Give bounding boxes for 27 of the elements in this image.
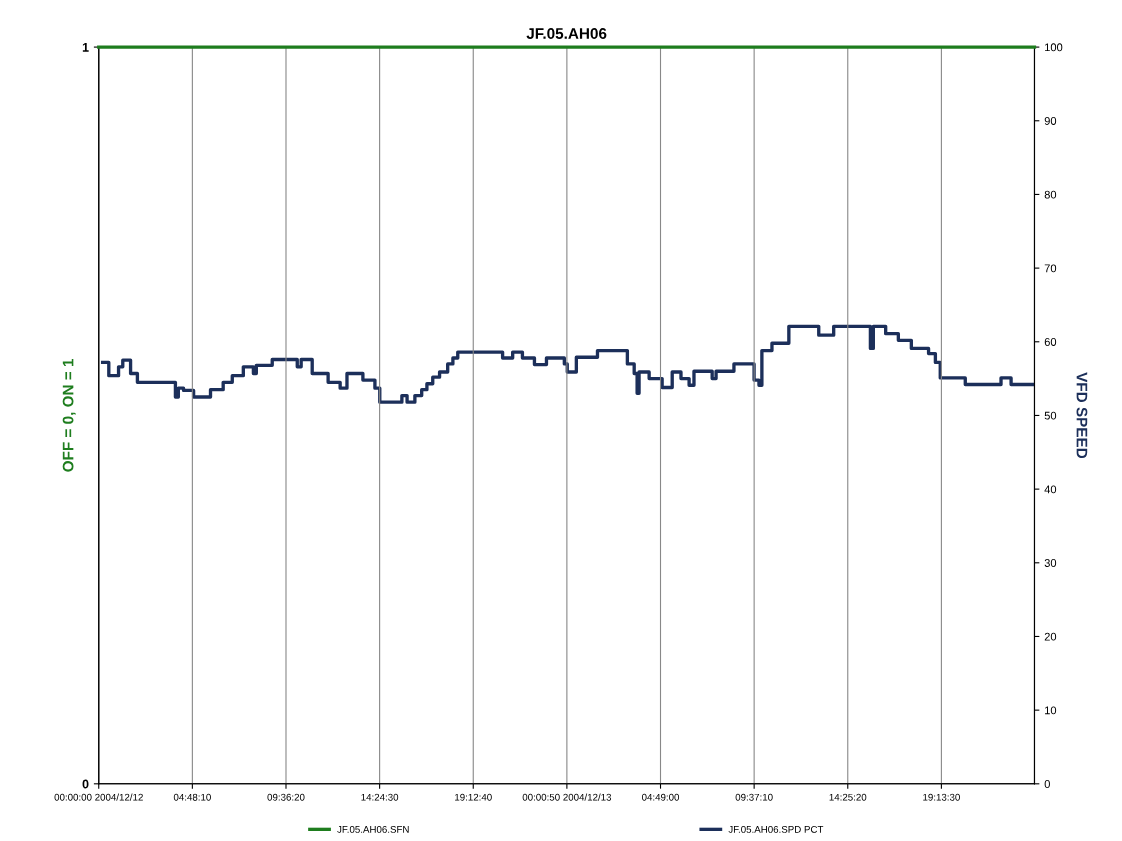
y2-tick-label: 40 — [1044, 485, 1057, 494]
y2-tick-label: 10 — [1045, 706, 1057, 715]
y2-tick-label: 100 — [1045, 43, 1063, 52]
y2-tick-label: 70 — [1044, 264, 1057, 273]
x-tick-label: 14:25:20 — [829, 793, 867, 801]
x-tick-label: 04:48:10 — [173, 793, 211, 801]
x-tick-label: 04:49:00 — [641, 793, 680, 801]
y-tick-label: 1 — [82, 43, 89, 52]
y2-tick-label: 0 — [1044, 780, 1050, 788]
y2-tick-label: 80 — [1044, 190, 1057, 199]
legend-label: JF.05.AH06.SFN — [337, 825, 409, 833]
y-axis-title: OFF = 0, ON = 1 — [62, 358, 76, 472]
x-tick-label: 09:36:20 — [267, 793, 305, 801]
y2-tick-label: 90 — [1044, 117, 1057, 125]
x-tick-label: 14:24:30 — [361, 793, 399, 801]
x-tick-label: 19:12:40 — [455, 793, 492, 801]
chart-title: JF.05.AH06 — [526, 28, 607, 39]
legend-label: JF.05.AH06.SPD PCT — [728, 825, 824, 833]
x-tick-label: 00:00:50 2004/12/13 — [522, 793, 612, 801]
y2-tick-label: 20 — [1044, 632, 1057, 641]
x-tick-label: 00:00:00 2004/12/12 — [54, 793, 143, 801]
x-tick-label: 19:13:30 — [923, 793, 960, 801]
y2-tick-label: 50 — [1044, 411, 1057, 420]
y2-axis-title: VFD SPEED — [1076, 372, 1088, 459]
y2-tick-label: 60 — [1044, 338, 1057, 346]
y2-tick-label: 30 — [1044, 559, 1057, 567]
x-tick-label: 09:37:10 — [735, 793, 773, 801]
